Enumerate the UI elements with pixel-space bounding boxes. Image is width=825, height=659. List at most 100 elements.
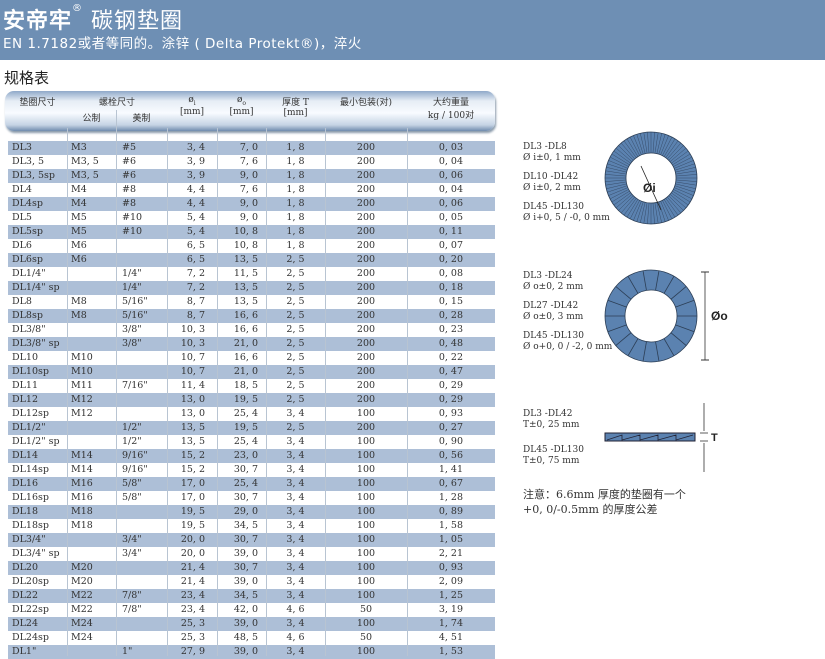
header-weight: 大约重量 kg / 100对	[407, 95, 495, 121]
table-cell: 18, 5	[233, 380, 258, 391]
table-cell: DL1/4"	[12, 268, 46, 279]
table-cell: 3, 19	[438, 604, 463, 615]
table-cell: 23, 0	[233, 450, 258, 461]
table-row: DL18 M18 19, 5 29, 0 3, 4 100 0, 89	[8, 505, 495, 519]
table-cell: 20, 0	[180, 548, 205, 559]
washer-thickness-diagram: T	[604, 403, 718, 472]
table-cell: 9/16"	[122, 464, 148, 475]
table-cell: DL14	[12, 450, 39, 461]
table-cell: M10	[71, 352, 93, 363]
table-cell: DL6	[12, 240, 32, 251]
header-size: 垫圈尺寸	[19, 98, 56, 108]
table-cell: 100	[356, 408, 376, 419]
table-row: DL3/4" 3/4" 20, 0 30, 7 3, 4 100 1, 05	[8, 533, 495, 547]
table-cell: 13, 5	[180, 436, 205, 447]
table-cell: 0, 07	[438, 240, 463, 251]
table-cell: #6	[122, 170, 137, 181]
table-cell: 0, 90	[438, 436, 463, 447]
table-cell: DL22	[12, 590, 39, 601]
table-cell: 5/16"	[122, 296, 148, 307]
outer-dimension-line: Øo	[701, 271, 728, 361]
product-title: 碳钢垫圈	[91, 9, 184, 34]
table-cell: 2, 5	[286, 380, 305, 391]
table-row: DL24sp M24 25, 3 48, 5 4, 6 50 4, 51	[8, 631, 495, 645]
table-cell: 3, 9	[186, 170, 205, 181]
table-cell: 1, 53	[438, 646, 463, 657]
table-cell: 4, 51	[438, 632, 463, 643]
table-cell: 1, 28	[438, 492, 463, 503]
table-cell: 3/4"	[122, 534, 142, 545]
table-cell: 39, 0	[233, 618, 258, 629]
brand-name: 安帝牢	[3, 9, 73, 34]
tolerance-value: T±0, 75 mm	[523, 456, 580, 466]
table-row: DL8 M8 5/16" 8, 7 13, 5 2, 5 200 0, 15	[8, 295, 495, 309]
column-divider	[217, 128, 218, 656]
table-cell: DL3/8" sp	[12, 338, 60, 349]
table-cell: DL1/4" sp	[12, 282, 60, 293]
table-cell: 2, 5	[286, 310, 305, 321]
table-cell: DL16sp	[12, 492, 49, 503]
table-cell: 11, 4	[180, 380, 205, 391]
table-row: DL5 M5 #10 5, 4 9, 0 1, 8 200 0, 05	[8, 211, 495, 225]
table-cell: 200	[356, 198, 376, 209]
table-cell: 100	[356, 478, 376, 489]
size-range: DL45 -DL130	[523, 445, 584, 455]
table-cell: 19, 5	[233, 422, 258, 433]
table-cell: 9, 0	[239, 198, 258, 209]
table-cell: 100	[356, 590, 376, 601]
table-row: DL1/2" 1/2" 13, 5 19, 5 2, 5 200 0, 27	[8, 421, 495, 435]
table-cell: DL3	[12, 142, 32, 153]
t-label: 厚度 T	[282, 98, 309, 108]
tolerance-value: Ø o±0, 2 mm	[523, 282, 584, 292]
table-row: DL1/4" sp 1/4" 7, 2 13, 5 2, 5 200 0, 18	[8, 281, 495, 295]
table-cell: 100	[356, 562, 376, 573]
table-cell: M11	[71, 380, 93, 391]
table-cell: 13, 5	[180, 422, 205, 433]
table-cell: 100	[356, 576, 376, 587]
table-cell: 50	[359, 632, 373, 643]
table-cell: M16	[71, 478, 93, 489]
table-cell: #6	[122, 156, 137, 167]
tolerance-value: Ø o±0, 3 mm	[523, 312, 584, 322]
table-cell: 0, 06	[438, 198, 463, 209]
table-cell: 7, 6	[239, 184, 258, 195]
table-cell: DL20sp	[12, 576, 49, 587]
table-cell: 100	[356, 520, 376, 531]
column-divider	[266, 128, 267, 656]
header-bolt: 螺栓尺寸	[98, 98, 135, 108]
table-cell: 13, 5	[233, 296, 258, 307]
table-row: DL14sp M14 9/16" 15, 2 30, 7 3, 4 100 1, 41	[8, 463, 495, 477]
page-title: 安帝牢® 碳钢垫圈	[3, 3, 183, 35]
size-range: DL3 -DL24	[523, 271, 573, 281]
table-cell: 200	[356, 422, 376, 433]
table-cell: 4, 4	[186, 198, 205, 209]
table-cell: 21, 4	[180, 576, 205, 587]
table-cell: 3, 4	[286, 618, 305, 629]
table-row: DL3/4" sp 3/4" 20, 0 39, 0 3, 4 100 2, 21	[8, 547, 495, 561]
table-cell: 1/4"	[122, 268, 142, 279]
table-cell: 3, 4	[286, 646, 305, 657]
table-cell: 3, 4	[286, 534, 305, 545]
table-cell: 5/8"	[122, 492, 142, 503]
table-cell: 1, 8	[286, 226, 305, 237]
section-title: 规格表	[4, 69, 50, 87]
table-cell: 0, 11	[438, 226, 463, 237]
table-cell: 15, 2	[180, 464, 205, 475]
table-cell: 100	[356, 492, 376, 503]
table-row: DL3 M3 #5 3, 4 7, 0 1, 8 200 0, 03	[8, 141, 495, 155]
table-row: DL20 M20 21, 4 30, 7 3, 4 100 0, 93	[8, 561, 495, 575]
table-cell: 17, 0	[180, 478, 205, 489]
table-cell: 23, 4	[180, 590, 205, 601]
table-cell: DL1"	[12, 646, 37, 657]
column-divider	[407, 128, 408, 656]
table-cell: DL10sp	[12, 366, 49, 377]
table-cell: 0, 15	[438, 296, 463, 307]
table-cell: 7/16"	[122, 380, 148, 391]
table-cell: DL18	[12, 506, 39, 517]
table-cell: 0, 27	[438, 422, 463, 433]
table-cell: 0, 22	[438, 352, 463, 363]
table-cell: 3/4"	[122, 548, 142, 559]
table-cell: DL1/2" sp	[12, 436, 60, 447]
table-cell: 3, 4	[286, 548, 305, 559]
